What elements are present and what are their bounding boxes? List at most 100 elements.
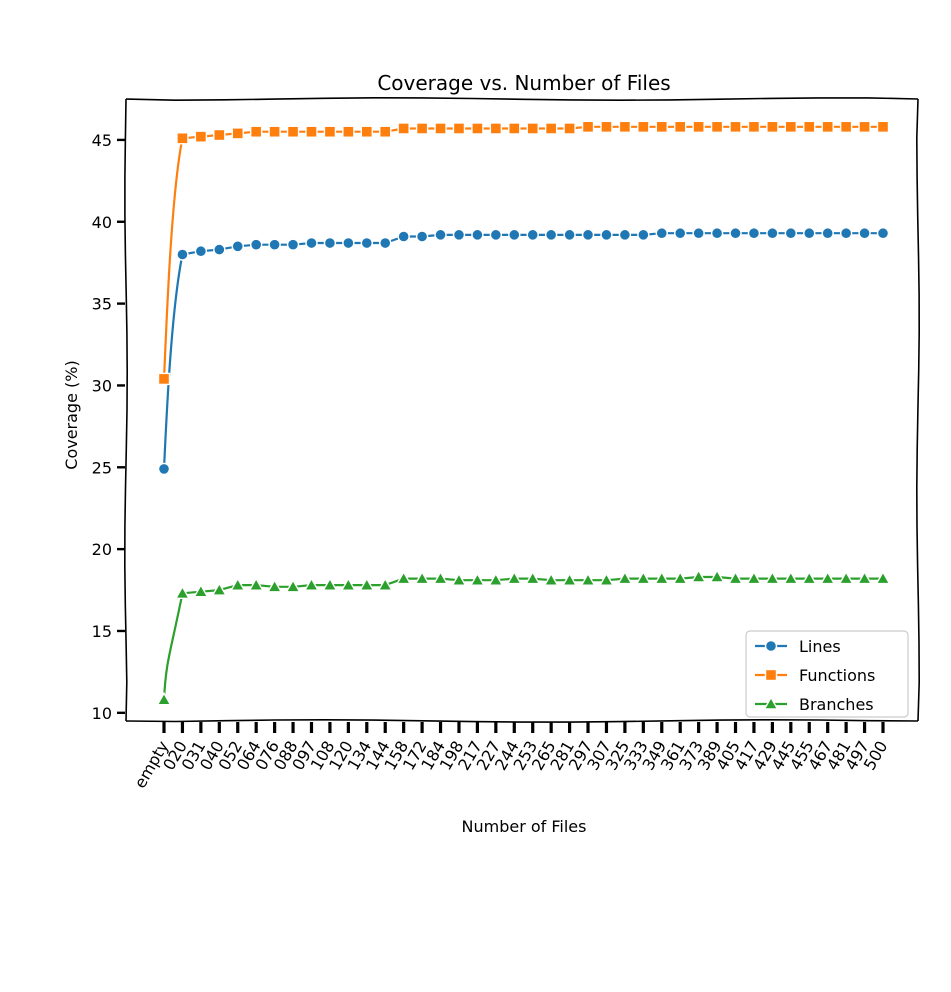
point-lines <box>655 227 668 240</box>
y-tick-label: 30 <box>92 376 112 395</box>
point-lines <box>710 227 724 240</box>
point-lines <box>839 227 853 240</box>
point-branches <box>340 577 357 591</box>
series-line-branches <box>162 575 883 700</box>
point-lines <box>858 227 871 240</box>
point-branches <box>580 572 596 586</box>
point-functions <box>876 120 890 134</box>
point-functions <box>323 125 337 138</box>
point-lines <box>581 228 595 242</box>
point-functions <box>176 132 189 145</box>
point-branches <box>764 570 781 585</box>
point-branches <box>488 572 504 586</box>
point-functions <box>286 125 300 138</box>
point-functions <box>508 122 521 135</box>
y-axis: 10 15 20 25 30 35 40 45 <box>92 131 125 723</box>
frame-right <box>915 98 921 722</box>
y-tick-label: 35 <box>92 295 112 314</box>
legend-label-lines: Lines <box>799 637 841 656</box>
point-branches <box>875 570 891 585</box>
legend-marker-branches <box>763 696 779 710</box>
point-functions <box>784 120 798 134</box>
point-functions <box>415 122 429 135</box>
point-branches <box>672 570 688 585</box>
point-branches <box>359 577 375 591</box>
point-lines <box>305 236 318 250</box>
point-lines <box>415 230 429 243</box>
series-lines <box>157 227 890 476</box>
point-branches <box>506 570 522 585</box>
point-lines <box>323 236 337 250</box>
y-tick-label: 25 <box>92 458 112 477</box>
point-functions <box>397 122 410 135</box>
x-axis-title: Number of Files <box>462 817 587 836</box>
point-branches <box>598 572 615 586</box>
point-branches <box>174 585 191 600</box>
point-lines <box>176 248 189 261</box>
point-lines <box>379 236 392 250</box>
legend-label-branches: Branches <box>799 695 874 714</box>
point-lines <box>637 228 650 242</box>
point-lines <box>563 228 576 242</box>
point-functions <box>803 120 816 134</box>
point-lines <box>286 238 300 251</box>
point-functions <box>489 122 503 135</box>
point-functions <box>249 125 263 138</box>
point-branches <box>322 577 338 591</box>
point-functions <box>305 125 318 138</box>
point-branches <box>432 570 449 585</box>
point-branches <box>451 572 467 586</box>
point-lines <box>729 227 742 240</box>
point-branches <box>193 583 209 598</box>
frame-left <box>123 98 129 722</box>
frame-top <box>125 96 919 102</box>
point-lines <box>766 227 779 240</box>
y-axis-title: Coverage (%) <box>62 360 81 469</box>
point-branches <box>156 691 172 706</box>
y-tick-label: 40 <box>92 213 112 232</box>
point-functions <box>268 125 281 138</box>
point-branches <box>414 570 430 585</box>
point-lines <box>821 227 834 240</box>
point-functions <box>544 122 558 135</box>
point-lines <box>231 240 244 253</box>
point-functions <box>747 120 761 134</box>
point-lines <box>268 238 281 251</box>
point-functions <box>821 120 834 134</box>
point-functions <box>674 120 687 134</box>
point-branches <box>303 577 320 591</box>
legend-marker-lines <box>764 639 778 653</box>
y-tick-label: 45 <box>92 131 112 150</box>
y-tick-label: 15 <box>92 622 112 641</box>
point-lines <box>803 227 816 240</box>
point-branches <box>727 570 744 585</box>
y-tick-label: 20 <box>92 540 112 559</box>
point-functions <box>452 122 466 135</box>
point-functions <box>213 128 226 142</box>
point-functions <box>600 120 613 134</box>
point-functions <box>839 120 853 134</box>
point-branches <box>709 569 725 583</box>
point-branches <box>525 570 541 585</box>
point-lines <box>784 227 798 240</box>
point-lines <box>600 228 613 242</box>
series-branches <box>156 569 891 706</box>
legend-marker-functions <box>764 668 778 682</box>
legend-box <box>745 630 909 718</box>
frame-bottom <box>125 718 919 723</box>
legend: Lines Functions Branches <box>745 630 909 718</box>
point-lines <box>471 228 484 242</box>
point-functions <box>342 125 355 138</box>
point-functions <box>581 120 595 134</box>
point-functions <box>471 122 484 135</box>
point-branches <box>395 570 412 585</box>
point-lines <box>452 228 466 242</box>
point-branches <box>230 577 246 591</box>
point-functions <box>434 122 447 135</box>
point-lines <box>249 238 263 251</box>
point-lines <box>876 227 890 240</box>
point-lines <box>489 228 503 242</box>
point-lines <box>692 227 705 240</box>
